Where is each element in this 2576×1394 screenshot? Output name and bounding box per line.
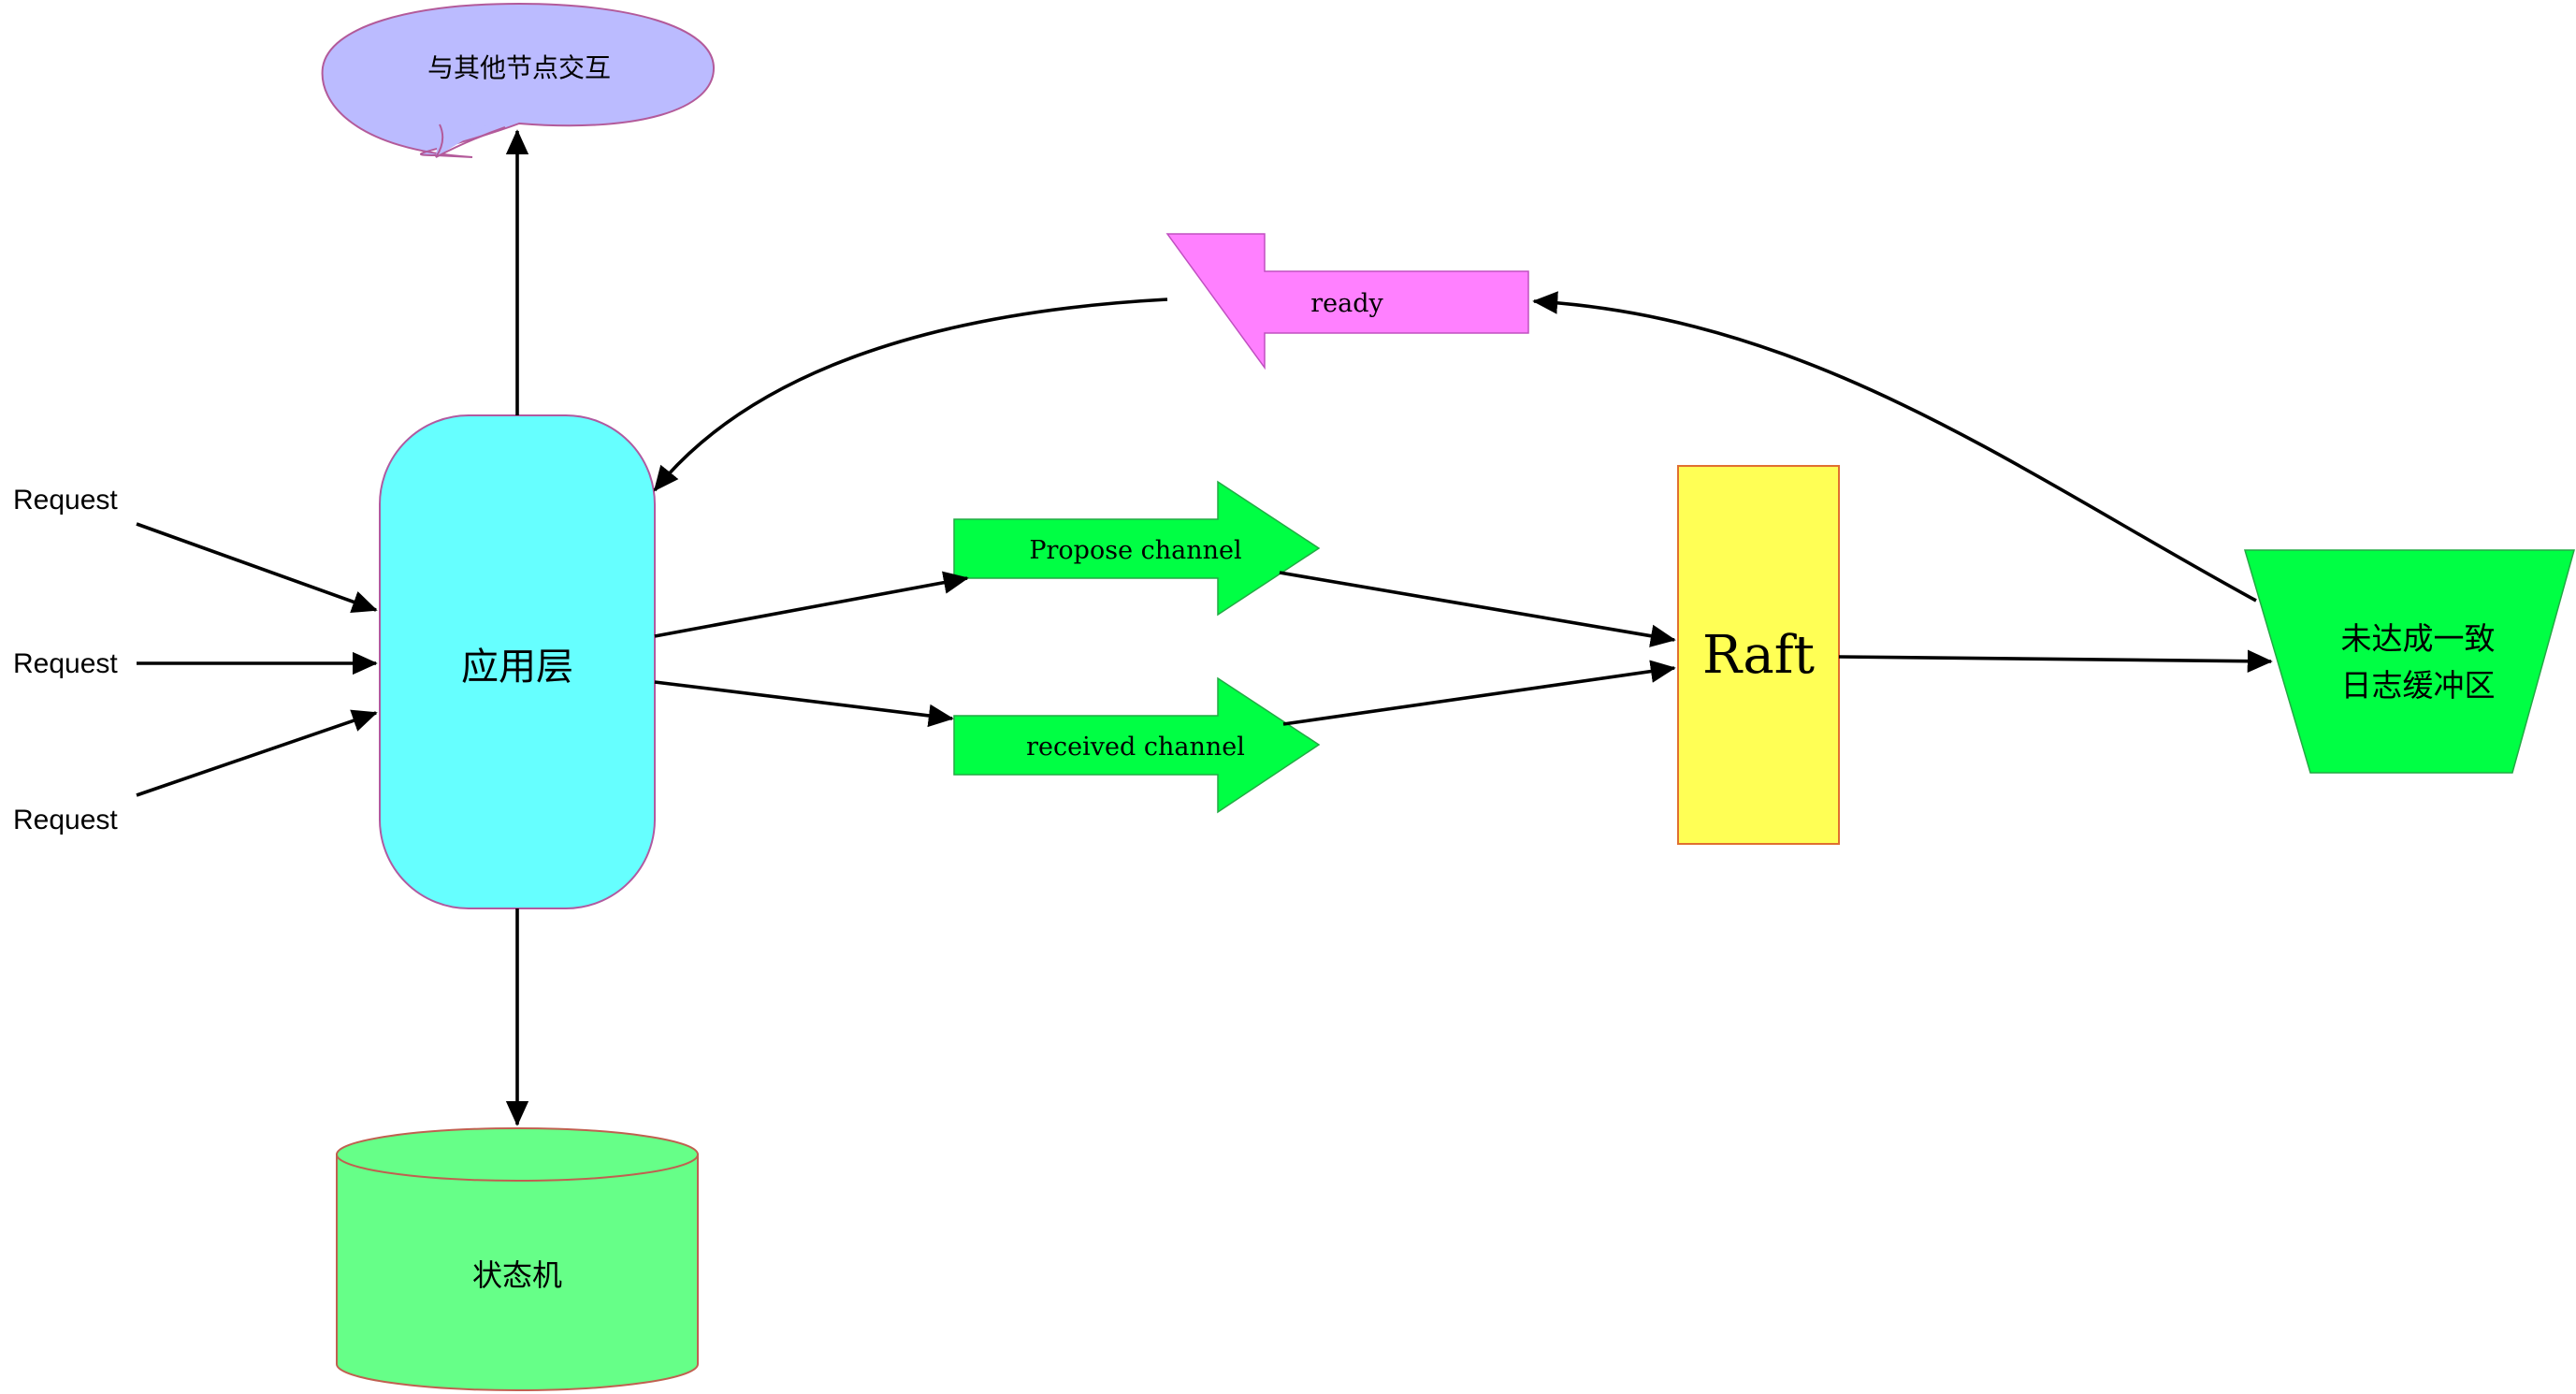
ready-arrow: ready (1165, 233, 1529, 370)
propose-channel-label: Propose channel (1029, 536, 1241, 565)
received-channel-shape (953, 676, 1321, 814)
buffer-label-line2: 日志缓冲区 (2341, 667, 2496, 704)
buffer-label-line1: 未达成一致 (2341, 620, 2496, 657)
request-label-top: Request (13, 485, 118, 515)
cloud-shape (321, 2, 716, 158)
ready-arrow-shape (1165, 233, 1529, 370)
buffer-shape (2243, 549, 2575, 774)
buffer-node: 未达成一致 日志缓冲区 (2243, 549, 2575, 774)
received-channel-arrow: received channel (953, 676, 1321, 814)
cloud-node: 与其他节点交互 (321, 2, 716, 158)
edge-ready-to-app (653, 298, 1168, 492)
edge-request-top-to-app (136, 522, 378, 613)
state-machine-body (336, 1154, 699, 1391)
app-layer-node: 应用层 (379, 414, 656, 909)
raft-shape (1677, 465, 1840, 845)
received-channel-label: received channel (1026, 733, 1245, 762)
raft-node: Raft (1677, 465, 1840, 845)
propose-channel-arrow: Propose channel (953, 480, 1321, 617)
propose-channel-shape (953, 480, 1321, 617)
edge-propose-to-raft (1279, 571, 1676, 647)
state-machine-node: 状态机 (336, 1127, 699, 1391)
ready-label: ready (1310, 289, 1383, 318)
state-machine-top (336, 1127, 699, 1182)
cloud-label: 与其他节点交互 (427, 52, 611, 83)
edge-raft-to-buffer (1838, 649, 2273, 673)
edge-app-to-received (654, 680, 954, 728)
raft-label: Raft (1702, 625, 1816, 686)
edge-app-to-propose (654, 571, 969, 638)
edge-buffer-to-ready (1532, 291, 2257, 603)
app-layer-label: 应用层 (461, 646, 573, 689)
request-label-bottom: Request (13, 805, 118, 835)
edge-request-bottom-to-app (136, 709, 378, 797)
edge-received-to-raft (1282, 660, 1676, 726)
state-machine-label: 状态机 (472, 1257, 562, 1293)
request-label-middle: Request (13, 648, 118, 679)
